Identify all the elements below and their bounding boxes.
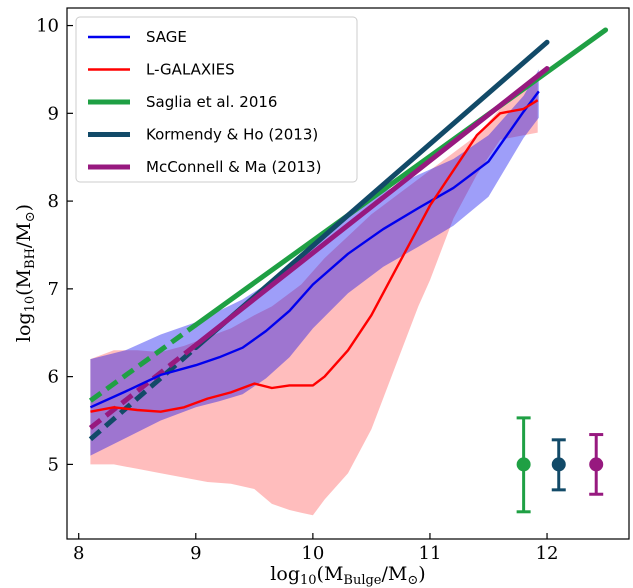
y-tick-label: 10	[36, 16, 59, 37]
legend-label-mcconnell-ma-2013: McConnell & Ma (2013)	[146, 158, 321, 176]
x-tick-label: 10	[301, 543, 324, 564]
model-lines	[89, 90, 540, 413]
legend-label-kormendy-ho-2013: Kormendy & Ho (2013)	[146, 126, 318, 144]
y-tick-label: 9	[48, 103, 59, 124]
kormendy-ho-2013-errorbar-point	[551, 457, 566, 472]
legend-label-sage: SAGE	[146, 28, 187, 46]
legend-frame	[75, 16, 358, 183]
y-tick-label: 8	[48, 191, 59, 212]
x-tick-label: 11	[419, 543, 442, 564]
mcconnell-ma-2013-fit-line	[193, 66, 550, 348]
error-bars	[516, 416, 604, 514]
legend-label-saglia-et-al-2016: Saglia et al. 2016	[146, 93, 277, 111]
sage-line	[89, 90, 540, 409]
saglia-et-al-2016-fit-dashed	[88, 322, 198, 403]
y-axis-title: log10(MBH/M⊙)	[13, 204, 38, 342]
l-galaxies-band	[90, 73, 538, 516]
mcconnell-ma-2013-errorbar-point	[589, 457, 604, 472]
x-tick-label: 12	[536, 543, 559, 564]
kormendy-ho-2013-fit-dashed	[88, 345, 198, 442]
x-tick-label: 9	[190, 543, 201, 564]
y-tick-label: 7	[48, 279, 59, 300]
sage-band	[90, 69, 539, 456]
fit-lines	[88, 27, 609, 442]
axis-ticks: 8 9 10 11 12 5 6 7 8 9 10	[36, 16, 558, 564]
uncertainty-bands	[90, 69, 539, 516]
y-tick-label: 6	[48, 367, 59, 388]
l-galaxies-line	[90, 99, 539, 413]
x-axis-title: log10(MBulge/M⊙)	[270, 563, 425, 588]
legend-label-l-galaxies: L-GALAXIES	[146, 61, 235, 79]
y-tick-label: 5	[48, 454, 59, 475]
saglia-et-al-2016-errorbar-point	[516, 457, 531, 472]
x-tick-label: 8	[73, 543, 84, 564]
legend: SAGE L-GALAXIES Saglia et al. 2016 Kormendy…	[75, 16, 358, 183]
mcconnell-ma-2013-fit-dashed	[88, 343, 198, 430]
plot-frame	[66, 7, 630, 540]
